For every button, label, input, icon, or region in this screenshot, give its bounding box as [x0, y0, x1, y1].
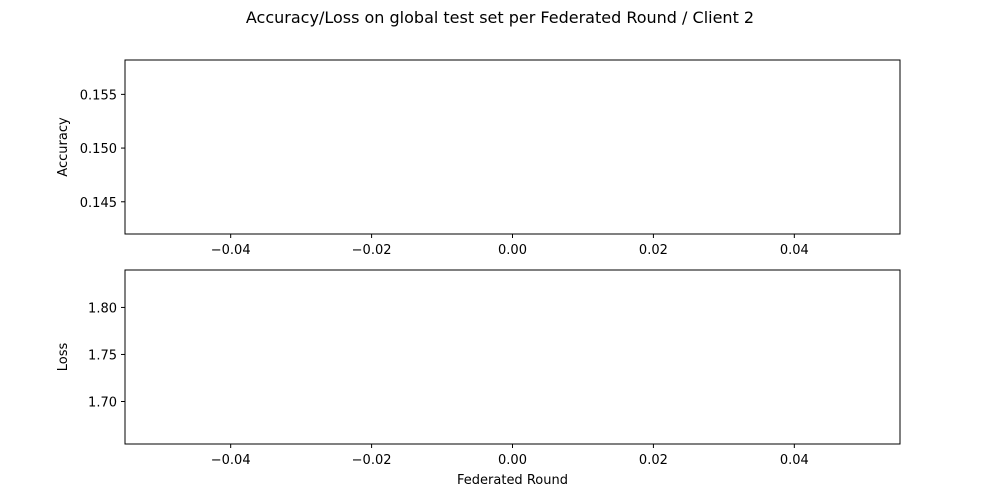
loss-x-tick-label: −0.04 — [211, 453, 251, 468]
loss-x-tick-label: 0.04 — [780, 453, 809, 468]
accuracy-x-tick-label: 0.00 — [498, 243, 527, 258]
loss-x-tick-label: 0.00 — [498, 453, 527, 468]
loss-y-tick-label: 1.75 — [88, 348, 117, 363]
loss-x-tick-label: 0.02 — [639, 453, 668, 468]
loss-x-tick-label: −0.02 — [352, 453, 392, 468]
accuracy-x-tick-label: 0.04 — [780, 243, 809, 258]
loss-y-axis-label: Loss — [56, 343, 71, 372]
loss-y-tick-label: 1.70 — [88, 395, 117, 410]
figure-title: Accuracy/Loss on global test set per Fed… — [246, 8, 754, 27]
accuracy-x-tick-label: 0.02 — [639, 243, 668, 258]
accuracy-axes-frame — [124, 59, 901, 235]
accuracy-y-tick-label: 0.150 — [80, 142, 117, 157]
loss-axes-frame — [124, 269, 901, 445]
accuracy-y-tick-label: 0.155 — [80, 88, 117, 103]
loss-subplot: −0.04 −0.02 0.00 0.02 0.04 1.70 1.75 1.80 Loss Fe… — [56, 269, 901, 488]
accuracy-x-tick-label: −0.04 — [211, 243, 251, 258]
loss-y-tick-label: 1.80 — [88, 301, 117, 316]
accuracy-y-tick-label: 0.145 — [80, 196, 117, 211]
accuracy-x-tick-label: −0.02 — [352, 243, 392, 258]
accuracy-y-axis-label: Accuracy — [56, 117, 71, 177]
accuracy-subplot: −0.04 −0.02 0.00 0.02 0.04 0.145 0.150 0.155 Acc… — [56, 59, 901, 258]
loss-x-axis-label: Federated Round — [457, 473, 568, 488]
